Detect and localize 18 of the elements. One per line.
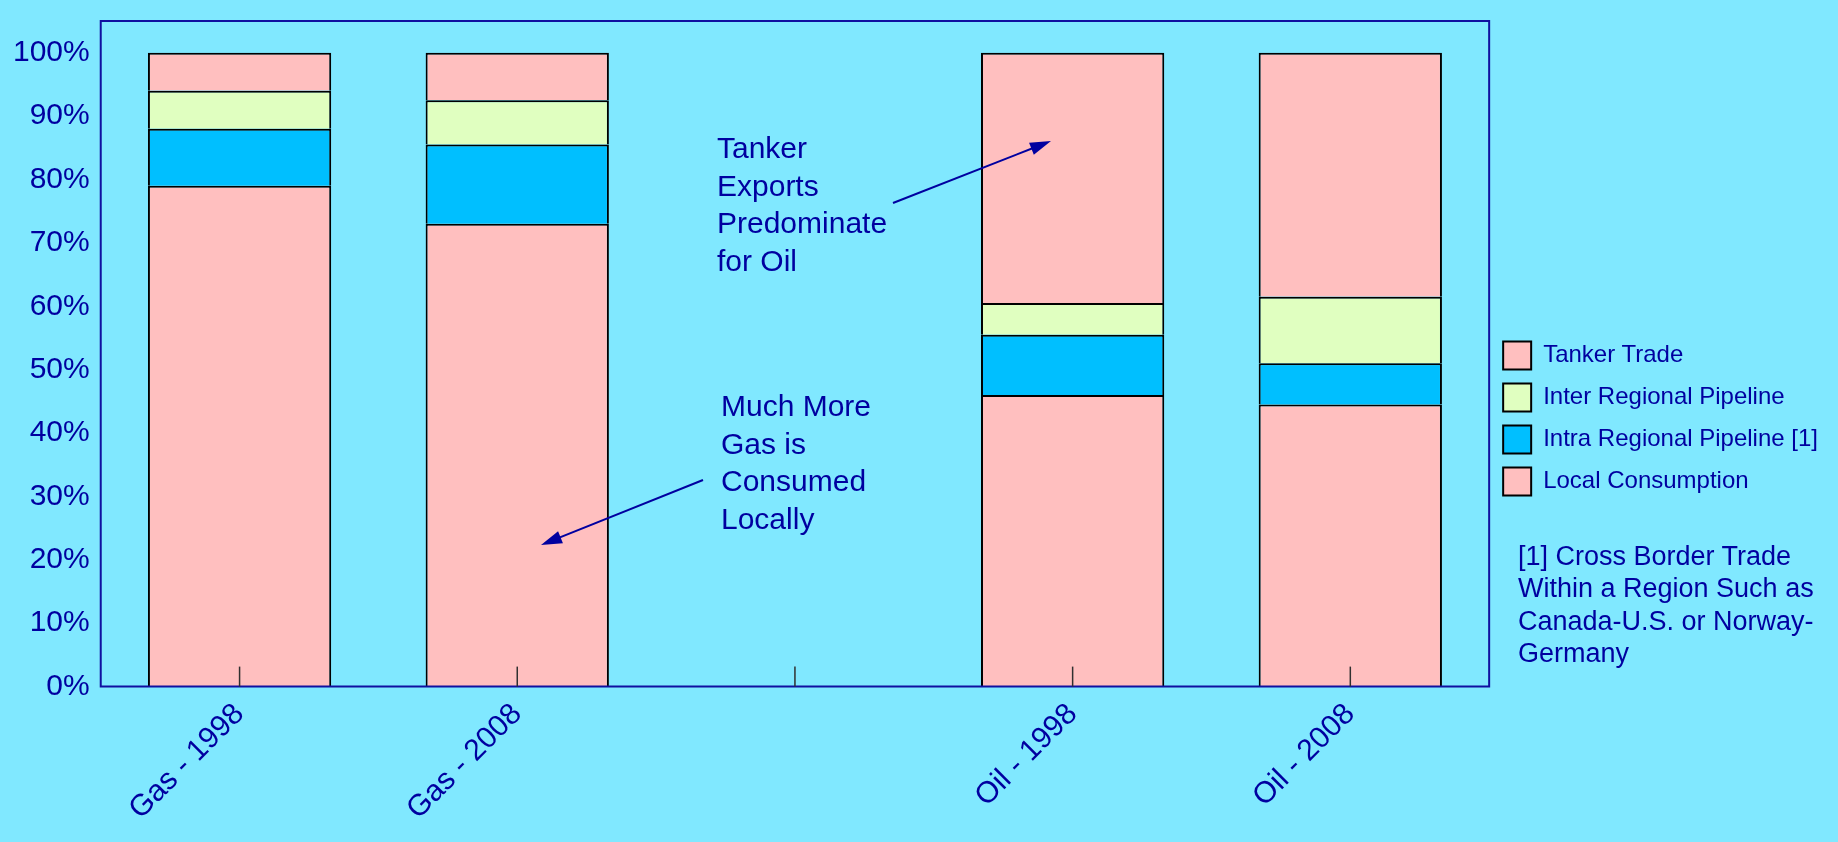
annotation: Much More Gas is Consumed Locally — [721, 388, 873, 537]
legend-label: Inter Regional Pipeline — [1543, 382, 1785, 410]
y-tick-label: 90% — [29, 97, 90, 131]
y-tick-label: 50% — [29, 350, 90, 384]
legend-label: Local Consumption — [1543, 466, 1749, 494]
y-tick-label: 40% — [29, 414, 90, 448]
y-tick-label: 70% — [29, 224, 90, 258]
y-tick-label: 30% — [29, 477, 90, 511]
y-tick-label: 60% — [29, 287, 90, 321]
annotation: Tanker Exports Predominate for Oil — [717, 130, 889, 279]
legend-label: Tanker Trade — [1543, 340, 1684, 368]
y-tick-label: 100% — [12, 33, 90, 67]
y-tick-label: 20% — [29, 541, 90, 575]
y-tick-label: 80% — [29, 160, 90, 194]
legend-label: Intra Regional Pipeline [1] — [1543, 424, 1818, 452]
text: [1] Cross Border Trade Within a Region Such as Canada-U.S. or Norway-Germany — [1518, 540, 1815, 670]
y-tick-label: 0% — [46, 667, 90, 701]
y-tick-label: 10% — [29, 604, 90, 638]
